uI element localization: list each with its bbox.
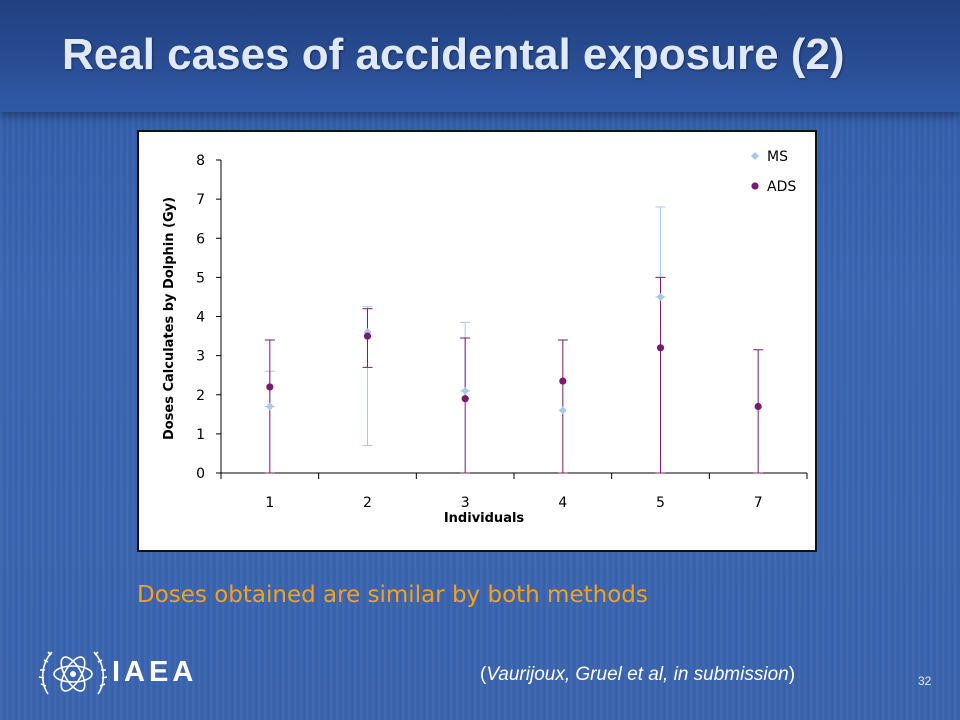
- legend-marker-ms: [751, 152, 759, 160]
- slide-title: Real cases of accidental exposure (2): [62, 30, 845, 79]
- dose-chart: 0 1 2 3 4 5 6 7 8 1 2 3 4 5 7 Individuals Doses Calculat…: [162, 149, 808, 526]
- point-ads: [656, 344, 665, 352]
- citation-open: (: [480, 664, 487, 685]
- y-tick-label: 4: [196, 310, 205, 326]
- point-ms: [558, 406, 567, 415]
- point-ads: [559, 377, 567, 385]
- x-tick-label: 4: [558, 495, 567, 511]
- x-tick-label: 2: [363, 495, 372, 511]
- citation: (Vaurijoux, Gruel et al, in submission): [480, 664, 795, 686]
- x-axis-label: Individuals: [444, 511, 525, 526]
- point-ads: [461, 395, 469, 403]
- title-bar: [0, 0, 960, 112]
- legend-marker-ads: [751, 182, 759, 190]
- page-number: 32: [918, 674, 932, 688]
- y-tick-label: 5: [196, 270, 205, 286]
- point-ms: [461, 386, 470, 395]
- point-ms: [265, 402, 274, 411]
- x-tick-label: 5: [656, 495, 665, 511]
- iaea-logo-icon: [38, 651, 108, 695]
- citation-text: Vaurijoux, Gruel et al, in submission: [486, 664, 789, 685]
- y-axis-label: Doses Calculates by Dolphin (Gy): [162, 197, 177, 440]
- x-tick-label: 7: [754, 495, 763, 511]
- y-tick-label: 7: [196, 192, 205, 208]
- y-tick-label: 1: [196, 427, 205, 443]
- y-tick-label: 3: [196, 349, 205, 365]
- slide-caption: Doses obtained are similar by both metho…: [137, 582, 648, 608]
- y-tick-label: 0: [196, 466, 205, 482]
- legend-label-ads: ADS: [767, 179, 796, 195]
- x-tick-label: 3: [461, 495, 470, 511]
- point-ads: [754, 402, 762, 411]
- y-tick-label: 2: [196, 388, 205, 404]
- point-ms: [656, 292, 665, 301]
- legend-label-ms: MS: [767, 149, 788, 165]
- x-tick-label: 1: [265, 495, 274, 511]
- citation-close: ): [788, 664, 796, 685]
- iaea-logo-text: IAEA: [112, 656, 198, 688]
- chart-panel: 0 1 2 3 4 5 6 7 8 1 2 3 4 5 7 Individuals Doses Calculat…: [137, 130, 817, 552]
- point-ads: [363, 332, 372, 340]
- y-tick-label: 6: [196, 231, 205, 247]
- point-ads: [266, 383, 274, 391]
- y-tick-label: 8: [196, 153, 205, 169]
